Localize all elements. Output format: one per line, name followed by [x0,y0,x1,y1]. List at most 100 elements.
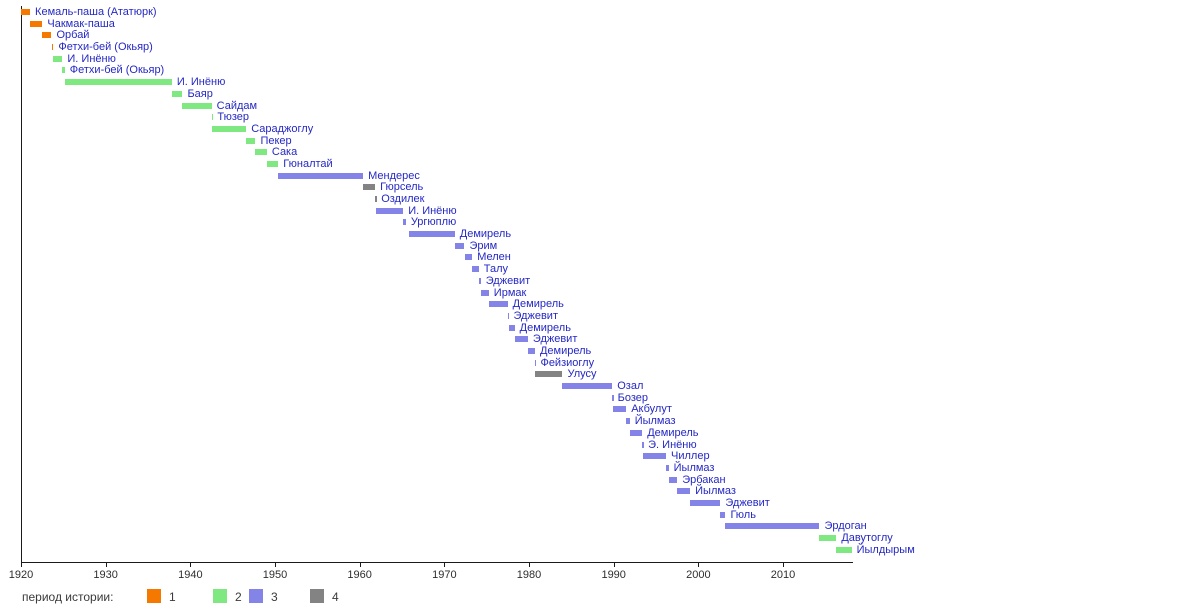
bar-label: Демирель [647,426,699,439]
timeline-bar [30,20,43,27]
timeline-bar [677,488,691,495]
bar-label: Эджевит [485,274,531,287]
timeline-bar [535,371,563,378]
timeline-bar [527,348,535,354]
timeline-bar [690,499,721,506]
bar-label: Баяр [187,87,213,100]
timeline-bar [53,55,63,62]
bar-label: Фетхи-бей (Окьяр) [58,41,153,54]
timeline-bar [508,324,515,331]
bar-label: Эрбакан [682,473,726,486]
timeline-bar [408,231,455,238]
bar-label: Чиллер [671,450,710,463]
timeline-bar [246,137,256,144]
timeline-bar [403,219,406,226]
legend-label-period-1: 1 [169,590,176,604]
timeline-bar [182,102,212,109]
bar-label: Кемаль-паша (Ататюрк) [35,6,157,18]
bar-label: Демирель [459,228,512,241]
timeline-bar [211,114,214,121]
legend-label-period-2: 2 [235,590,242,604]
timeline-bar [363,184,376,191]
bar-label: Орбай [56,29,90,42]
timeline-bar [480,289,489,296]
timeline-bar [454,242,465,249]
y-axis-line [21,6,22,562]
legend-swatch-period-4 [310,589,324,603]
timeline-bar [64,79,172,86]
bar-label: Чакмак-паша [47,17,115,30]
timeline-bar [612,394,614,401]
bar-label: Сака [271,146,298,159]
legend: период истории: 1 2 3 4 [0,588,1200,608]
x-axis-tick-label: 2000 [686,569,711,581]
bar-label: Демирель [519,321,571,334]
timeline-bar [819,535,837,542]
x-axis-tick [105,562,107,567]
bar-label: Гюрсель [380,181,424,194]
timeline-bar [464,254,473,261]
bar-label: Фейзиоглу [540,356,595,369]
bar-label: Йылмаз [673,461,715,474]
bar-label: Улусу [567,368,597,381]
legend-title: период истории: [22,590,114,604]
x-axis-tick-label: 1980 [516,569,542,581]
x-axis-tick-label: 2010 [770,569,796,581]
x-axis-tick [613,562,615,567]
bar-label: Фетхи-бей (Окьяр) [69,64,165,77]
legend-swatch-period-3 [249,589,263,603]
timeline-bar [507,312,510,319]
bar-label: И. Инёню [67,52,116,65]
timeline-bar [534,359,537,366]
bar-label: Йылмаз [695,485,736,498]
bar-label: Сараджоглу [251,122,314,135]
timeline-bar [255,149,267,156]
timeline-bar [643,453,666,460]
timeline-bar [666,464,669,471]
x-axis-tick [529,562,531,567]
timeline-bar [478,277,481,284]
bar-label: Эрим [469,239,498,252]
bar-label: Демирель [512,298,564,311]
legend-swatch-period-1 [147,589,161,603]
x-axis-tick-label: 1960 [347,569,372,581]
bar-label: Эджевит [532,333,578,346]
timeline-bar [266,160,279,167]
x-axis-tick-label: 1940 [178,569,203,581]
x-axis-tick [698,562,700,567]
x-axis-tick [359,562,361,567]
timeline-bar [375,196,377,203]
bar-label: Озал [617,380,644,393]
bar-label: И. Инёню [176,76,226,89]
timeline-bar [472,266,479,273]
bar-label: Мендерес [368,169,420,182]
timeline-bar [212,125,247,132]
bar-label: Йылмаз [634,415,676,428]
x-axis-tick [275,562,276,567]
timeline-bar [171,90,183,97]
bar-label: Мелен [477,251,511,264]
timeline-bar [514,336,528,343]
legend-label-period-3: 3 [271,590,278,604]
bar-label: Пекер [260,134,292,147]
timeline-bar [21,9,31,15]
x-axis-tick [444,562,446,567]
timeline-bar [836,546,852,553]
timeline-bar [629,429,643,436]
x-axis-tick [783,562,785,567]
x-axis-tick-label: 1950 [262,569,288,581]
bar-label: Ирмак [493,286,527,299]
timeline-bar [278,172,364,179]
x-axis-line [21,562,854,563]
bar-label: Оздилек [381,193,425,206]
bar-label: Талу [483,263,509,276]
x-axis-tick [21,562,22,567]
bar-label: Гюль [730,508,756,521]
timeline-bar [626,418,630,425]
timeline-bar [642,441,644,448]
timeline-bar [612,406,627,413]
bar-label: Тюзер [217,111,249,124]
bar-label: Давутоглу [841,532,893,545]
bar-label: Йылдырым [856,543,915,556]
bar-label: Э. Инёню [648,438,697,451]
